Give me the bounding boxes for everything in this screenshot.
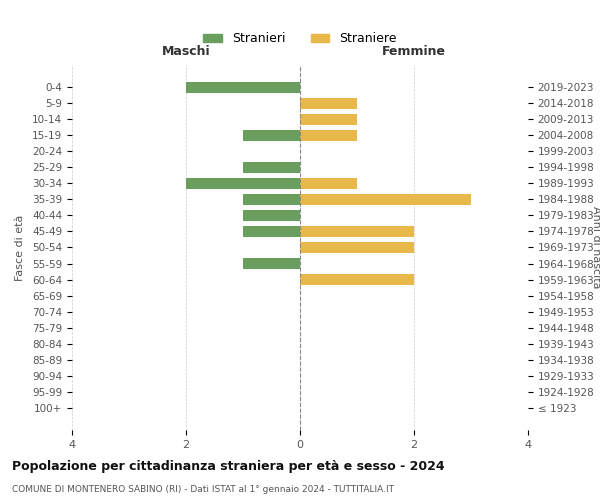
Bar [243, 210, 300, 221]
Bar [300, 242, 414, 253]
Bar [300, 274, 414, 285]
Bar [243, 162, 300, 173]
Text: Popolazione per cittadinanza straniera per età e sesso - 2024: Popolazione per cittadinanza straniera p… [12, 460, 445, 473]
Bar [300, 98, 357, 109]
Bar [300, 114, 357, 125]
Bar [243, 194, 300, 205]
Bar [300, 178, 357, 189]
Bar [186, 178, 300, 189]
Y-axis label: Fasce di età: Fasce di età [15, 214, 25, 280]
Bar [243, 258, 300, 269]
Bar [300, 130, 357, 141]
Bar [243, 130, 300, 141]
Y-axis label: Anni di nascita: Anni di nascita [592, 206, 600, 289]
Legend: Stranieri, Straniere: Stranieri, Straniere [198, 28, 402, 50]
Bar [186, 82, 300, 93]
Bar [300, 226, 414, 237]
Text: COMUNE DI MONTENERO SABINO (RI) - Dati ISTAT al 1° gennaio 2024 - TUTTITALIA.IT: COMUNE DI MONTENERO SABINO (RI) - Dati I… [12, 485, 394, 494]
Bar [243, 226, 300, 237]
Bar [300, 194, 471, 205]
Text: Maschi: Maschi [161, 44, 211, 58]
Text: Femmine: Femmine [382, 44, 446, 58]
